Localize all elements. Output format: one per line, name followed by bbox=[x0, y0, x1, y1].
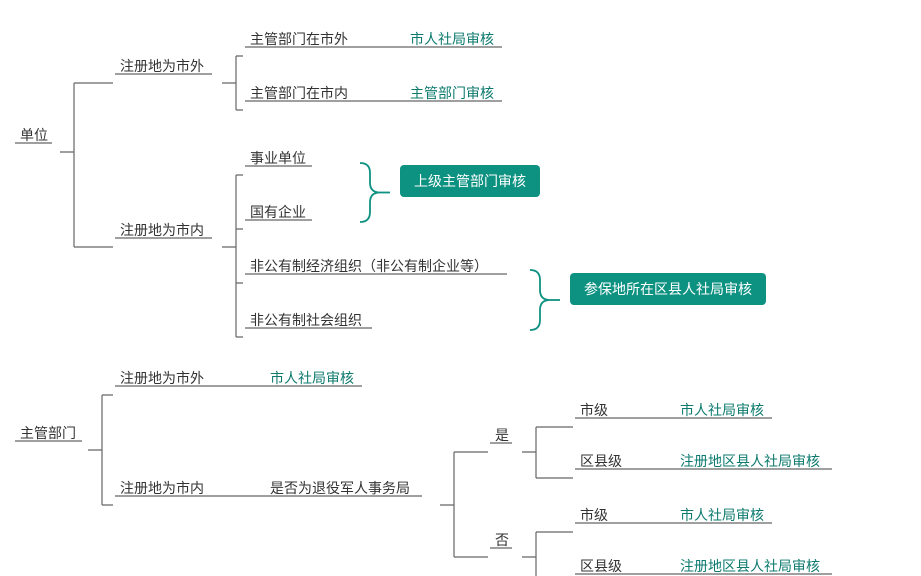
node-r2_y2: 区县级 bbox=[580, 451, 622, 471]
node-r1_a: 注册地为市外 bbox=[120, 56, 204, 76]
node-r2_n1_out: 市人社局审核 bbox=[680, 505, 764, 525]
node-r2_b_q: 是否为退役军人事务局 bbox=[270, 478, 410, 498]
node-r1_b4: 非公有制社会组织 bbox=[250, 310, 362, 330]
node-r1_a2: 主管部门在市内 bbox=[250, 83, 348, 103]
node-r1_a1: 主管部门在市外 bbox=[250, 29, 348, 49]
node-root1: 单位 bbox=[20, 125, 48, 145]
node-r1_b: 注册地为市内 bbox=[120, 220, 204, 240]
node-r1_b1: 事业单位 bbox=[250, 148, 306, 168]
node-r1_a2_out: 主管部门审核 bbox=[410, 83, 494, 103]
node-r1_a1_out: 市人社局审核 bbox=[410, 29, 494, 49]
node-r2_no: 否 bbox=[495, 530, 509, 550]
node-r2_n2: 区县级 bbox=[580, 556, 622, 576]
node-r1_b2: 国有企业 bbox=[250, 202, 306, 222]
node-r1_b3: 非公有制经济组织（非公有制企业等） bbox=[250, 256, 488, 276]
node-r2_y1: 市级 bbox=[580, 400, 608, 420]
node-r2_yes: 是 bbox=[495, 425, 509, 445]
node-r2_n2_out: 注册地区县人社局审核 bbox=[680, 556, 820, 576]
node-r2_b: 注册地为市内 bbox=[120, 478, 204, 498]
pill-pill2: 参保地所在区县人社局审核 bbox=[570, 273, 766, 305]
node-r2_y2_out: 注册地区县人社局审核 bbox=[680, 451, 820, 471]
node-root2: 主管部门 bbox=[20, 423, 76, 443]
node-r2_y1_out: 市人社局审核 bbox=[680, 400, 764, 420]
node-r2_a_out: 市人社局审核 bbox=[270, 368, 354, 388]
pill-pill1: 上级主管部门审核 bbox=[400, 165, 540, 197]
node-r2_n1: 市级 bbox=[580, 505, 608, 525]
node-r2_a: 注册地为市外 bbox=[120, 368, 204, 388]
